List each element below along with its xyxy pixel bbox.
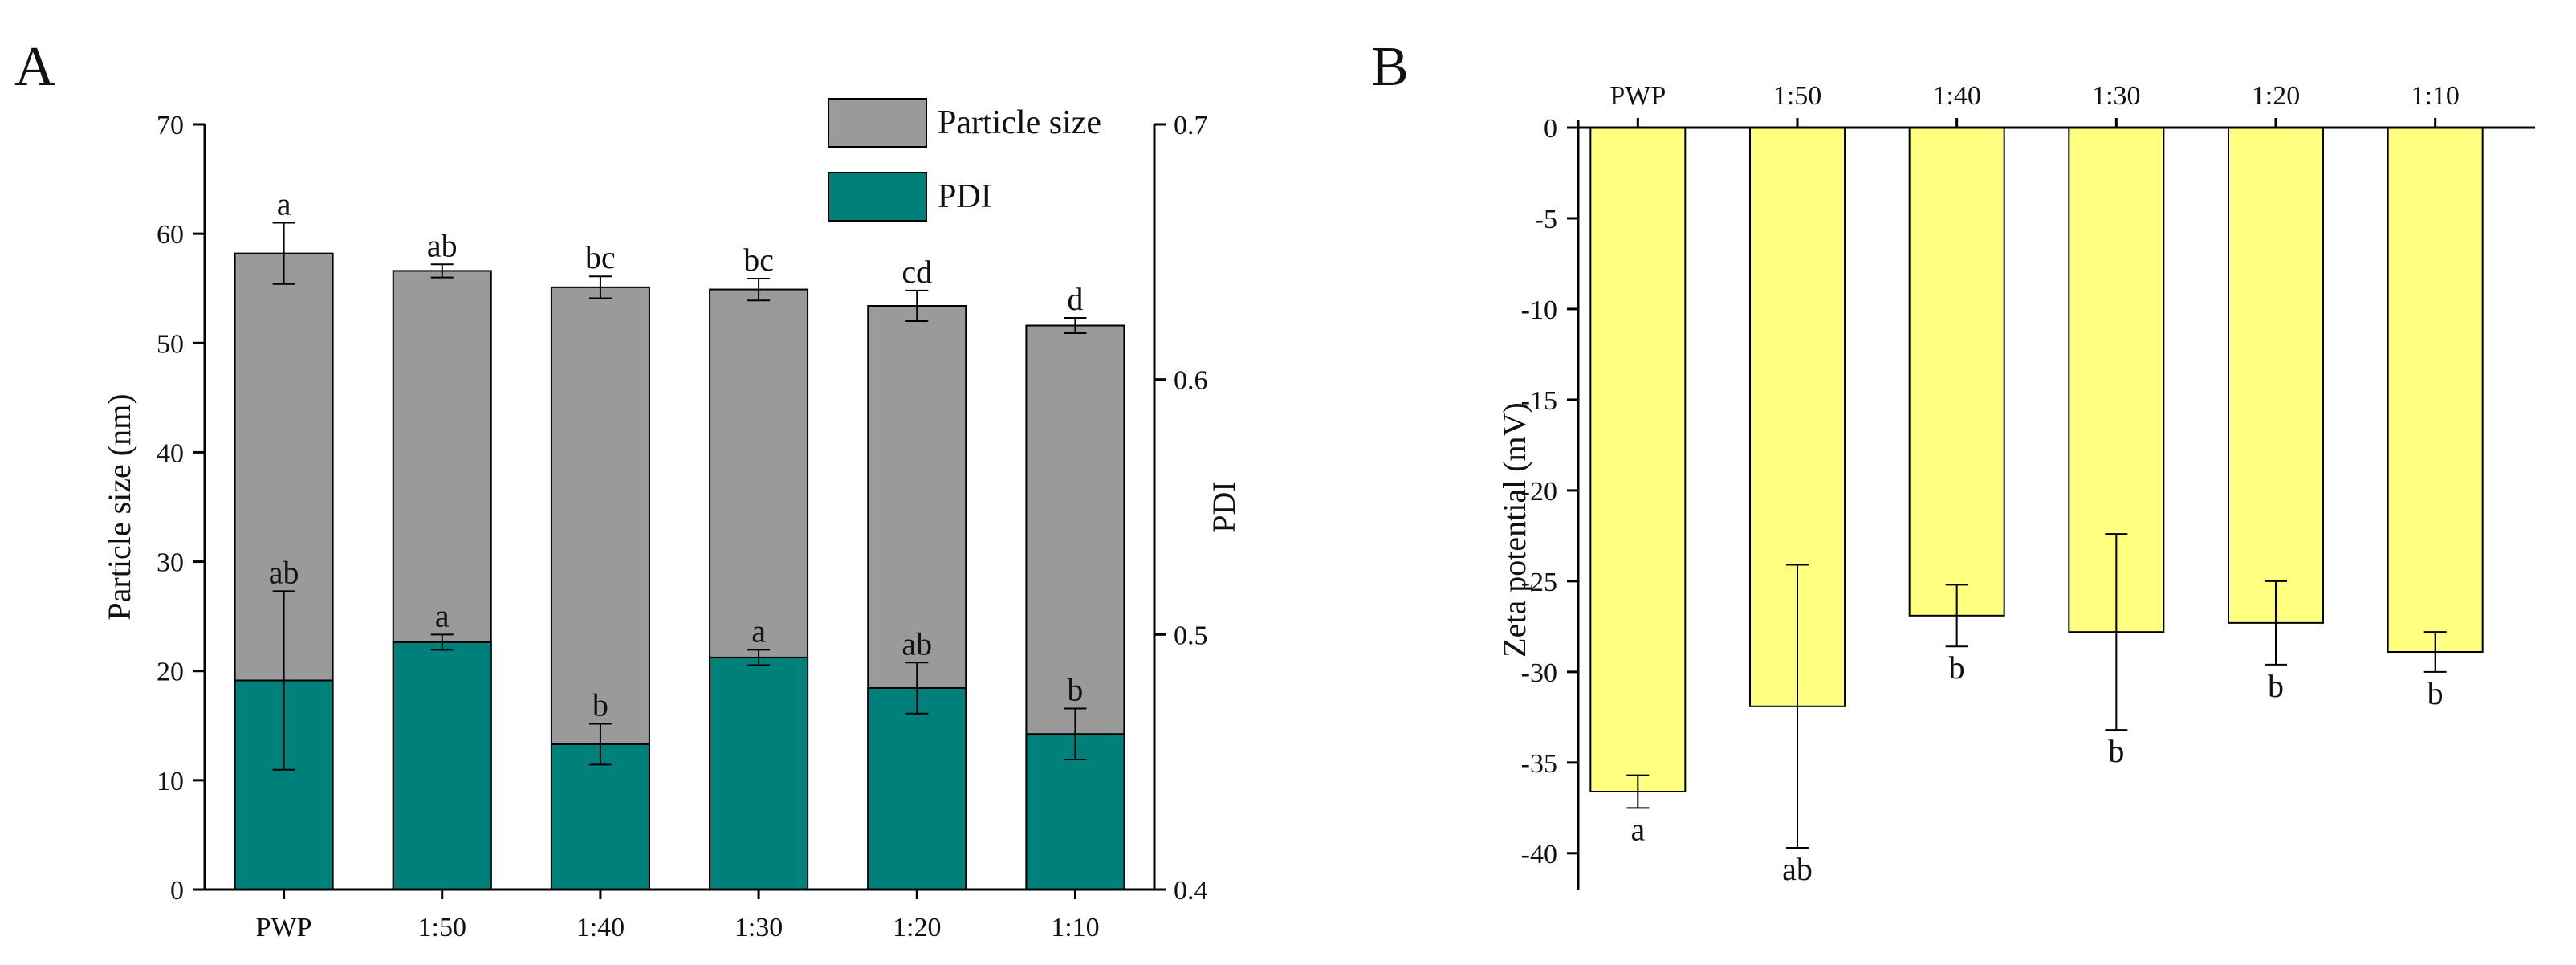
sig-label-zeta: ab bbox=[1782, 851, 1813, 887]
sig-label-pdi: b bbox=[592, 687, 608, 723]
y-tick-label-left: 10 bbox=[157, 767, 184, 796]
bar-zeta-potential bbox=[2228, 127, 2324, 624]
y-axis-title-right: PDI bbox=[1206, 481, 1242, 532]
y-tick-label-right: 0.4 bbox=[1174, 876, 1208, 906]
sig-label-zeta: a bbox=[1630, 811, 1645, 847]
y-tick-label: -10 bbox=[1521, 295, 1557, 325]
sig-label-particle-size: bc bbox=[585, 239, 616, 275]
y-tick-label-left: 50 bbox=[157, 329, 184, 359]
x-tick-label: 1:40 bbox=[576, 913, 625, 943]
chart-a: a ab PWP ab a 1:50 bc b 1:40 bc a 1:30 cd ab 1:20 d b 1:1… bbox=[101, 98, 1242, 943]
sig-label-zeta: b bbox=[2268, 668, 2284, 704]
sig-label-particle-size: cd bbox=[901, 254, 932, 290]
x-tick-label: 1:50 bbox=[1773, 81, 1821, 111]
legend-swatch-pdi bbox=[828, 172, 927, 222]
y-axis-title-left: Particle size (nm) bbox=[101, 393, 137, 620]
sig-label-pdi: ab bbox=[901, 625, 932, 662]
y-tick-label-right: 0.5 bbox=[1174, 621, 1208, 650]
x-tick-label: 1:20 bbox=[2252, 81, 2300, 111]
sig-label-pdi: ab bbox=[269, 554, 299, 590]
y-tick-label-left: 0 bbox=[170, 876, 184, 906]
y-tick-label: -30 bbox=[1521, 658, 1557, 688]
x-tick-label: 1:30 bbox=[2092, 81, 2140, 111]
sig-label-particle-size: a bbox=[277, 186, 291, 222]
y-tick-label-left: 70 bbox=[157, 111, 184, 140]
y-tick-label-left: 40 bbox=[157, 438, 184, 468]
sig-label-particle-size: d bbox=[1067, 281, 1083, 317]
y-tick-label: -35 bbox=[1521, 749, 1557, 779]
bar-zeta-potential bbox=[1908, 127, 2005, 617]
x-tick-label: 1:50 bbox=[418, 913, 466, 943]
y-tick-label-left: 20 bbox=[157, 658, 184, 687]
y-tick-label: -25 bbox=[1521, 568, 1557, 597]
y-axis-title: Zeta potential (mV) bbox=[1496, 402, 1532, 658]
panel-label-b: B bbox=[1371, 36, 1409, 98]
y-tick-label: -20 bbox=[1521, 477, 1557, 507]
y-tick-label: 0 bbox=[1544, 114, 1557, 144]
legend-label-pdi: PDI bbox=[938, 178, 992, 215]
bar-zeta-potential bbox=[2387, 127, 2484, 654]
legend-label-particle-size: Particle size bbox=[938, 104, 1101, 141]
panel-label-a: A bbox=[14, 36, 55, 98]
y-tick-label: -40 bbox=[1521, 840, 1557, 869]
sig-label-pdi: b bbox=[1067, 671, 1083, 707]
x-tick-label: PWP bbox=[1609, 81, 1666, 111]
y-tick-label: -5 bbox=[1535, 205, 1557, 234]
bar-pdi bbox=[709, 656, 809, 890]
sig-label-zeta: b bbox=[1949, 649, 1965, 686]
y-tick-label: -15 bbox=[1521, 386, 1557, 416]
sig-label-pdi: a bbox=[751, 613, 766, 649]
bar-pdi bbox=[867, 687, 967, 890]
chart-b: a PWP ab 1:50 b 1:40 b 1:30 b 1:20 b 1:10 0 -5 -10 -15 -… bbox=[1496, 81, 2535, 890]
bar-pdi bbox=[550, 743, 650, 890]
x-tick-label: 1:10 bbox=[2411, 81, 2459, 111]
y-tick-label-left: 60 bbox=[157, 220, 184, 250]
legend-swatch-particle-size bbox=[828, 98, 927, 148]
y-tick-label-right: 0.7 bbox=[1174, 111, 1208, 140]
bar-zeta-potential bbox=[1589, 127, 1687, 792]
x-tick-label: 1:20 bbox=[893, 913, 941, 943]
sig-label-pdi: a bbox=[435, 597, 450, 633]
y-tick-label-left: 30 bbox=[157, 548, 184, 578]
sig-label-zeta: b bbox=[2108, 733, 2124, 769]
sig-label-particle-size: ab bbox=[427, 227, 458, 263]
sig-label-zeta: b bbox=[2427, 675, 2444, 711]
x-tick-label: 1:10 bbox=[1051, 913, 1099, 943]
sig-label-particle-size: bc bbox=[743, 242, 774, 278]
x-tick-label: PWP bbox=[256, 913, 312, 943]
x-tick-label: 1:40 bbox=[1932, 81, 1980, 111]
bar-pdi bbox=[392, 641, 492, 890]
x-tick-label: 1:30 bbox=[735, 913, 783, 943]
y-tick-label-right: 0.6 bbox=[1174, 366, 1208, 396]
